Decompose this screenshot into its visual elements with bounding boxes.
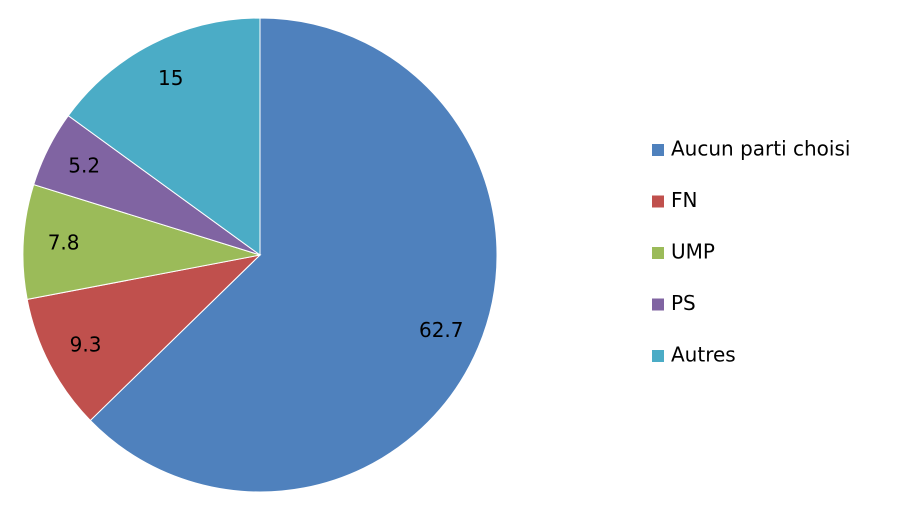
data-label: 62.7 <box>419 318 464 342</box>
legend-swatch <box>652 247 664 259</box>
legend-swatch <box>652 298 664 311</box>
data-label: 15 <box>158 66 183 90</box>
data-label: 5.2 <box>68 153 100 177</box>
legend-label: UMP <box>671 240 715 264</box>
data-label: 9.3 <box>70 332 102 356</box>
legend-swatch <box>652 350 664 362</box>
legend-label: Autres <box>671 343 736 367</box>
pie-slice <box>89 17 498 493</box>
pie-slice <box>67 17 261 256</box>
pie-slice <box>22 183 261 300</box>
legend-label: FN <box>671 188 697 212</box>
legend-label: Aucun parti choisi <box>671 137 850 161</box>
legend-label: PS <box>671 291 696 315</box>
pie-slice <box>26 254 262 422</box>
data-label: 7.8 <box>48 230 80 254</box>
legend-swatch <box>652 195 664 208</box>
legend-swatch <box>652 144 664 156</box>
